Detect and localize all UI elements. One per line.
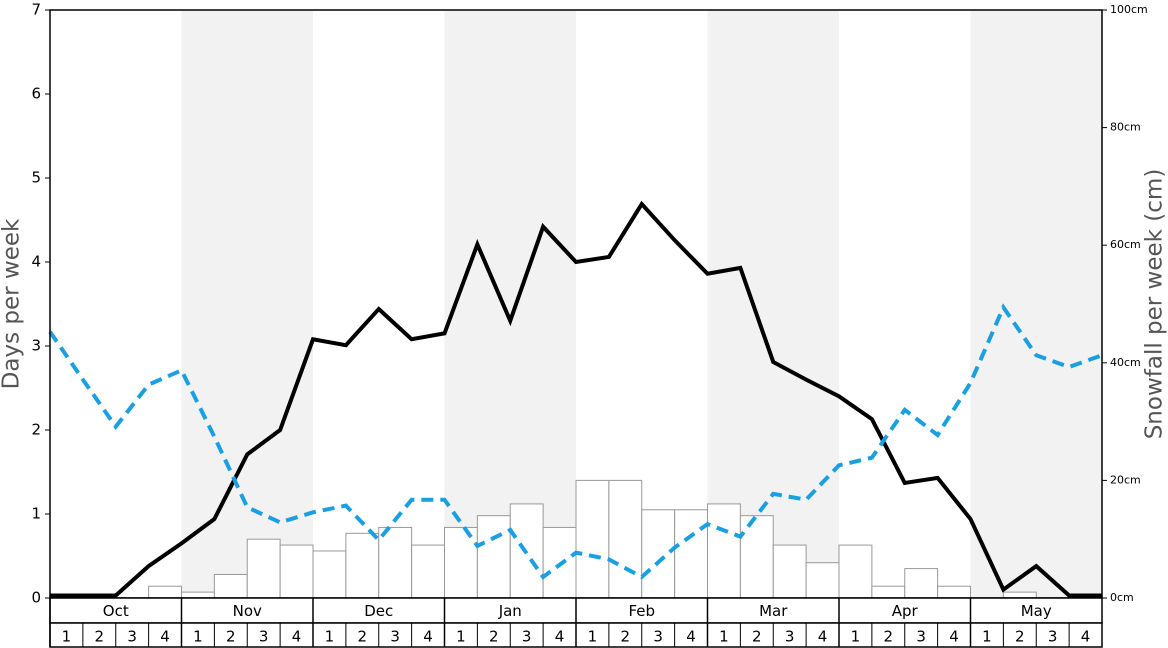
month-label: Dec — [364, 602, 393, 620]
y2-axis-label: Snowfall per week (cm) — [1142, 169, 1168, 440]
week-label: 4 — [292, 628, 302, 646]
y2-tick-label: 40cm — [1110, 356, 1141, 369]
y-tick-label: 5 — [31, 169, 41, 187]
week-label: 1 — [325, 628, 335, 646]
week-label: 4 — [686, 628, 696, 646]
week-label: 4 — [1081, 628, 1091, 646]
snow-bar — [444, 526, 478, 599]
snow-bar — [575, 479, 610, 599]
snow-bar — [641, 509, 676, 599]
week-label: 2 — [884, 628, 894, 646]
snow-bar — [181, 591, 215, 599]
snow-bar — [411, 544, 445, 599]
snow-bar — [838, 544, 873, 599]
y-tick-label: 0 — [31, 589, 41, 607]
week-label: 3 — [653, 628, 663, 646]
y-tick-label: 6 — [31, 85, 41, 103]
week-label: 1 — [193, 628, 203, 646]
week-label: 2 — [358, 628, 368, 646]
week-label: 3 — [390, 628, 400, 646]
week-label: 4 — [818, 628, 828, 646]
week-label: 2 — [752, 628, 762, 646]
week-label: 2 — [226, 628, 236, 646]
month-label: Apr — [892, 602, 919, 620]
snow-bar — [674, 509, 708, 599]
y2-tick-label: 100cm — [1110, 3, 1148, 16]
week-label: 3 — [127, 628, 137, 646]
week-label: 3 — [1048, 628, 1058, 646]
snow-bar — [707, 503, 741, 599]
week-label: 4 — [949, 628, 959, 646]
snow-bar — [608, 479, 643, 599]
month-label: Mar — [759, 602, 788, 620]
week-label: 2 — [1015, 628, 1025, 646]
week-label: 1 — [588, 628, 598, 646]
week-label: 3 — [785, 628, 795, 646]
days-line — [48, 303, 1103, 580]
snow-bar — [1002, 591, 1037, 599]
y-tick-label: 7 — [31, 1, 41, 19]
y2-tick-label: 80cm — [1110, 121, 1141, 134]
week-label: 4 — [423, 628, 433, 646]
week-label: 4 — [555, 628, 565, 646]
y-tick-label: 4 — [31, 253, 41, 271]
snow-bar — [279, 544, 314, 599]
snow-bar — [805, 562, 840, 599]
snow-bar — [739, 515, 774, 599]
week-label: 1 — [982, 628, 992, 646]
week-label: 1 — [851, 628, 861, 646]
snow-bar — [378, 526, 413, 599]
snow-bar — [772, 544, 807, 599]
month-band — [181, 10, 313, 598]
y-axis-label: Days per week — [0, 218, 25, 389]
week-label: 4 — [160, 628, 170, 646]
snow-bar — [937, 585, 971, 599]
week-label: 1 — [456, 628, 466, 646]
month-band — [444, 10, 576, 598]
month-label: May — [1021, 602, 1052, 620]
month-band — [970, 10, 1102, 598]
month-label: Oct — [103, 602, 129, 620]
week-label: 1 — [62, 628, 72, 646]
snow-bar — [148, 585, 182, 599]
month-label: Jan — [498, 602, 522, 620]
week-label: 3 — [259, 628, 269, 646]
month-label: Feb — [628, 602, 655, 620]
y-tick-label: 2 — [31, 421, 41, 439]
snow-bar — [476, 515, 511, 599]
week-label: 3 — [522, 628, 532, 646]
week-label: 2 — [621, 628, 631, 646]
snow-bar — [246, 538, 281, 599]
y-tick-label: 3 — [31, 337, 41, 355]
month-band — [707, 10, 839, 598]
week-label: 2 — [95, 628, 105, 646]
snow-bar — [904, 568, 939, 599]
snow-bar — [213, 573, 248, 599]
y2-tick-label: 20cm — [1110, 473, 1141, 486]
snow-bar — [345, 532, 380, 599]
y-tick-label: 1 — [31, 505, 41, 523]
y2-tick-label: 60cm — [1110, 238, 1141, 251]
week-label: 3 — [916, 628, 926, 646]
snow-bar — [312, 550, 347, 599]
month-label: Nov — [233, 602, 262, 620]
y2-tick-label: 0cm — [1110, 591, 1134, 604]
snow-bar — [871, 585, 906, 599]
week-label: 1 — [719, 628, 729, 646]
days-line — [50, 200, 1102, 598]
week-label: 2 — [489, 628, 499, 646]
